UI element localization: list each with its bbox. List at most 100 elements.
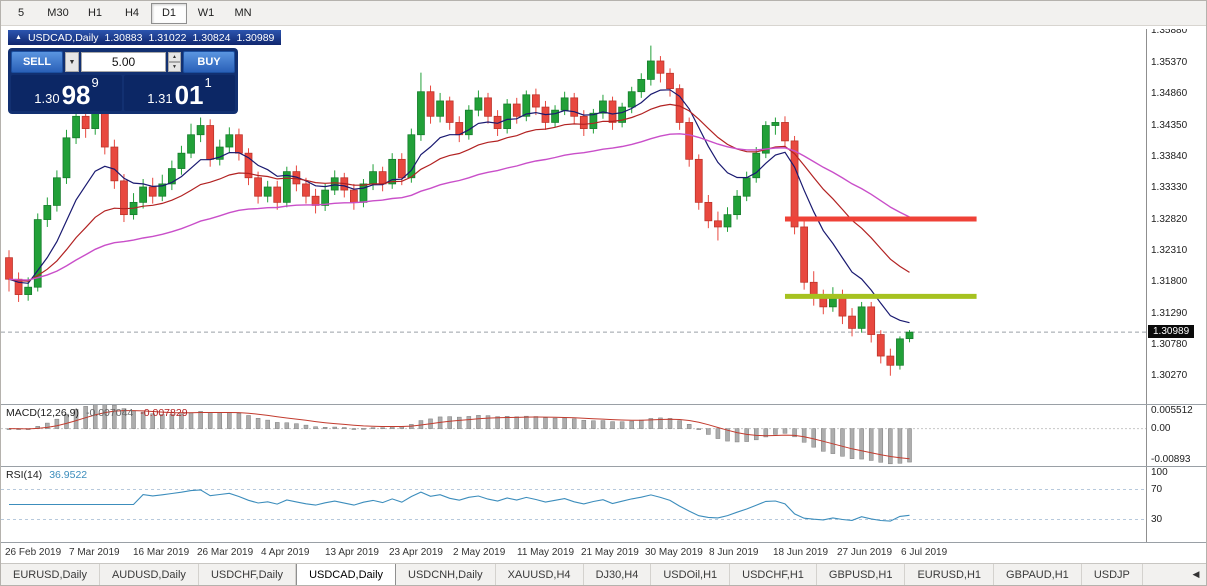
- price-axis-label: 1.32820: [1151, 213, 1188, 225]
- timeframe-button-group: 5 M30 H1 H4 D1 W1 MN: [3, 2, 261, 24]
- price-axis-label: 1.30780: [1151, 338, 1188, 350]
- date-axis-label: 21 May 2019: [581, 547, 639, 558]
- macd-canvas[interactable]: [1, 405, 1146, 466]
- timeframe-button-h1[interactable]: H1: [87, 7, 103, 19]
- ohlc-open-value: 1.30883: [104, 31, 143, 44]
- tab-scroll-left-icon[interactable]: ◀: [1192, 569, 1200, 579]
- macd-axis-label: 0.005512: [1151, 405, 1193, 416]
- date-axis-label: 2 May 2019: [453, 547, 506, 558]
- volume-dropdown-icon[interactable]: ▼: [65, 52, 79, 72]
- macd-axis[interactable]: 0.005512 0.00 -0.00893: [1146, 405, 1206, 466]
- chart-window: ▲ USDCAD,Daily 1.30883 1.31022 1.30824 1…: [1, 27, 1206, 565]
- price-axis-label: 1.31290: [1151, 307, 1188, 319]
- price-axis-label: 1.33840: [1151, 150, 1188, 162]
- main-chart-canvas[interactable]: [1, 29, 1146, 404]
- rsi-axis-label: 30: [1151, 513, 1163, 525]
- price-axis-label: 1.34860: [1151, 88, 1188, 100]
- rsi-pane[interactable]: RSI(14) 36.9522: [1, 467, 1146, 542]
- sell-price-display[interactable]: 1.30 98 9: [11, 75, 122, 111]
- volume-increase-icon[interactable]: ▲: [168, 52, 181, 62]
- date-axis-label: 6 Jul 2019: [901, 547, 948, 558]
- date-axis-label: 13 Apr 2019: [325, 547, 379, 558]
- macd-signal-line: [8, 410, 910, 460]
- timeframe-toolbar: 5 M30 H1 H4 D1 W1 MN: [1, 1, 1206, 26]
- ohlc-low-value: 1.30824: [192, 31, 231, 44]
- price-axis-label: 1.31800: [1151, 276, 1188, 288]
- rsi-value: 36.9522: [49, 469, 88, 481]
- date-axis-label: 4 Apr 2019: [261, 547, 310, 558]
- symbol-tab-usdcnh[interactable]: USDCNH,Daily: [396, 564, 496, 585]
- main-price-pane[interactable]: [1, 29, 1146, 404]
- date-axis-label: 27 Jun 2019: [837, 547, 893, 558]
- ohlc-high-value: 1.31022: [148, 31, 187, 44]
- sell-price-point: 9: [91, 75, 99, 90]
- macd-header: MACD(12,26,9) -0.007044 -0.007829: [6, 407, 188, 419]
- macd-histogram: [6, 405, 912, 465]
- buy-price-display[interactable]: 1.31 01 1: [124, 75, 235, 111]
- price-axis[interactable]: 1.35880 1.35370 1.34860 1.34350 1.33840 1.333…: [1146, 29, 1206, 404]
- one-click-trading-panel: SELL ▼ 5.00 ▲ ▼ BUY 1.30 98 9 1.31 01: [8, 48, 238, 114]
- volume-input[interactable]: 5.00: [81, 52, 166, 72]
- date-axis-label: 16 Mar 2019: [133, 547, 190, 558]
- date-axis-label: 26 Feb 2019: [5, 547, 62, 558]
- price-axis-label: 1.35370: [1151, 56, 1188, 68]
- date-axis-label: 11 May 2019: [517, 547, 575, 558]
- pane-splitter[interactable]: [1, 542, 1206, 543]
- macd-main-value: -0.007044: [85, 407, 134, 419]
- ohlc-close-value: 1.30989: [236, 31, 275, 44]
- symbol-tab-gbpusd[interactable]: GBPUSD,H1: [817, 564, 906, 585]
- sell-price-pips: 98: [61, 80, 91, 110]
- timeframe-button-h4[interactable]: H4: [124, 7, 140, 19]
- timeframe-button-d1[interactable]: D1: [151, 2, 187, 24]
- symbol-tab-audusd[interactable]: AUDUSD,Daily: [100, 564, 199, 585]
- timeframe-button-m30[interactable]: M30: [47, 7, 69, 19]
- macd-signal-value: -0.007829: [140, 407, 188, 419]
- rsi-canvas[interactable]: [1, 467, 1146, 542]
- ma-fast-line: [8, 89, 910, 324]
- symbol-tab-usdjp[interactable]: USDJP: [1082, 564, 1143, 585]
- macd-pane[interactable]: MACD(12,26,9) -0.007044 -0.007829: [1, 405, 1146, 466]
- price-axis-label: 1.30270: [1151, 370, 1188, 382]
- date-axis-label: 18 Jun 2019: [773, 547, 829, 558]
- time-axis[interactable]: 26 Feb 2019 7 Mar 2019 16 Mar 2019 26 Mar 2…: [1, 543, 1146, 564]
- symbol-tab-usdchf[interactable]: USDCHF,Daily: [199, 564, 297, 585]
- date-axis-label: 7 Mar 2019: [69, 547, 120, 558]
- buy-price-point: 1: [204, 75, 212, 90]
- macd-label: MACD(12,26,9): [6, 407, 79, 419]
- price-axis-label: 1.35880: [1151, 29, 1188, 37]
- symbol-tab-eurusd[interactable]: EURUSD,Daily: [1, 564, 100, 585]
- symbol-tab-eurusd[interactable]: EURUSD,H1: [905, 564, 995, 585]
- timeframe-button-w1[interactable]: W1: [197, 7, 215, 19]
- date-axis-label: 8 Jun 2019: [709, 547, 759, 558]
- date-axis-label: 26 Mar 2019: [197, 547, 254, 558]
- ma-mid-line: [8, 103, 910, 282]
- sell-button[interactable]: SELL: [11, 51, 63, 73]
- pane-splitter[interactable]: [1, 404, 1206, 405]
- symbol-tab-usdchf[interactable]: USDCHF,H1: [730, 564, 817, 585]
- date-axis-label: 30 May 2019: [645, 547, 703, 558]
- rsi-axis-label: 70: [1151, 483, 1163, 495]
- chart-title-bar: ▲ USDCAD,Daily 1.30883 1.31022 1.30824 1…: [8, 30, 282, 45]
- macd-axis-label: -0.00893: [1151, 454, 1191, 465]
- symbol-tab-xauusd[interactable]: XAUUSD,H4: [496, 564, 584, 585]
- buy-price-prefix: 1.31: [147, 91, 173, 106]
- trade-prices-row: 1.30 98 9 1.31 01 1: [11, 75, 235, 111]
- pane-splitter[interactable]: [1, 466, 1206, 467]
- volume-decrease-icon[interactable]: ▼: [168, 62, 181, 72]
- price-axis-label: 1.34350: [1151, 119, 1188, 131]
- price-axis-label: 1.33330: [1151, 182, 1188, 194]
- symbol-tab-dj30[interactable]: DJ30,H4: [584, 564, 652, 585]
- rsi-header: RSI(14) 36.9522: [6, 469, 87, 481]
- rsi-axis[interactable]: 100 70 30: [1146, 467, 1206, 542]
- buy-button[interactable]: BUY: [183, 51, 235, 73]
- symbol-tab-gbpaud[interactable]: GBPAUD,H1: [994, 564, 1082, 585]
- rsi-axis-label: 100: [1151, 467, 1168, 478]
- timeframe-button-5[interactable]: 5: [17, 7, 25, 19]
- symbol-tab-usdoil[interactable]: USDOil,H1: [651, 564, 731, 585]
- symbol-tab-usdcad[interactable]: USDCAD,Daily: [296, 564, 397, 585]
- current-price-badge: 1.30989: [1148, 325, 1195, 339]
- rsi-line: [9, 489, 910, 522]
- chart-symbol-label: USDCAD,Daily: [27, 31, 99, 44]
- timeframe-button-mn[interactable]: MN: [234, 7, 252, 19]
